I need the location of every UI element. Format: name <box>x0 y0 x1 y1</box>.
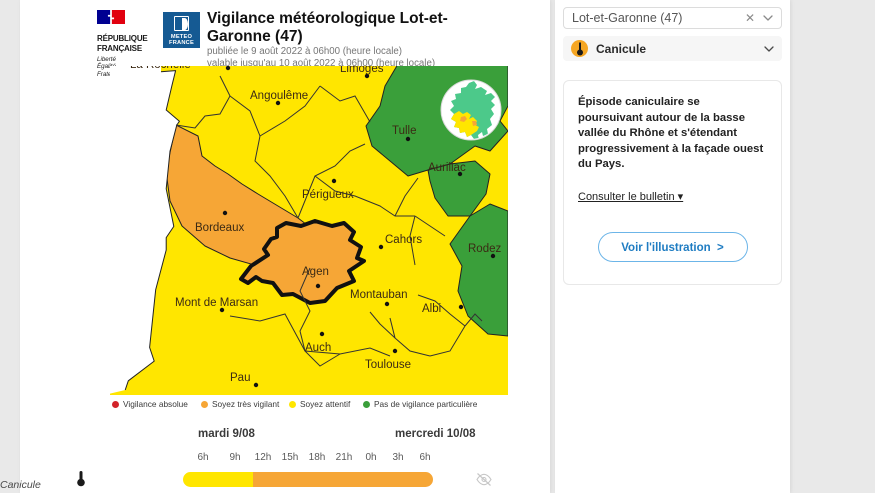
svg-text:Toulouse: Toulouse <box>365 359 411 371</box>
svg-text:Périgueux: Périgueux <box>302 189 354 201</box>
svg-text:Bordeaux: Bordeaux <box>195 222 244 234</box>
svg-text:Aurillac: Aurillac <box>428 162 466 174</box>
svg-text:Auch: Auch <box>305 342 331 354</box>
svg-text:Agen: Agen <box>302 266 329 278</box>
svg-text:Cahors: Cahors <box>385 234 422 246</box>
svg-text:Rodez: Rodez <box>468 243 501 255</box>
svg-text:Tulle: Tulle <box>392 125 417 137</box>
svg-text:Angoulême: Angoulême <box>250 90 308 102</box>
svg-text:La Rochelle: La Rochelle <box>130 66 191 71</box>
svg-text:Pau: Pau <box>230 372 250 384</box>
svg-text:Montauban: Montauban <box>350 289 408 301</box>
svg-text:Albi: Albi <box>422 303 441 315</box>
svg-text:Limoges: Limoges <box>340 66 384 75</box>
svg-text:Mont de Marsan: Mont de Marsan <box>175 297 258 309</box>
